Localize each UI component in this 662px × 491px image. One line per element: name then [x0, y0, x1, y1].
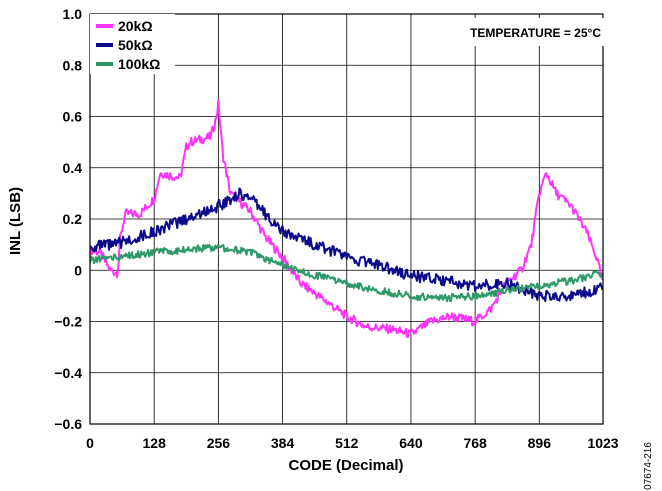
y-tick-label: −0.2 [54, 314, 82, 330]
grid-lines [90, 14, 603, 424]
series-line-0 [90, 100, 603, 337]
x-tick-label: 128 [143, 435, 167, 451]
y-tick-labels: 1.0 0.8 0.6 0.4 0.2 0 −0.2 −0.4 −0.6 [54, 6, 82, 432]
x-tick-label: 256 [207, 435, 231, 451]
y-axis-title: INL (LSB) [7, 187, 24, 255]
x-tick-label: 1023 [587, 435, 618, 451]
x-tick-label: 0 [86, 435, 94, 451]
y-tick-label: 0.2 [63, 211, 83, 227]
x-tick-label: 768 [463, 435, 487, 451]
series-layer [90, 100, 603, 337]
y-tick-label: 0.4 [63, 160, 83, 176]
y-tick-label: 0.8 [63, 57, 83, 73]
y-tick-label: 1.0 [63, 6, 83, 22]
y-tick-label: 0 [74, 262, 82, 278]
legend: 20kΩ 50kΩ 100kΩ [90, 14, 175, 74]
y-tick-label: 0.6 [63, 109, 83, 125]
x-tick-label: 384 [271, 435, 295, 451]
temperature-annotation: TEMPERATURE = 25°C [470, 26, 601, 40]
x-tick-labels: 0 128 256 384 512 640 768 896 1023 [86, 435, 619, 451]
x-axis-title: CODE (Decimal) [288, 457, 403, 474]
legend-label-0: 20kΩ [118, 18, 153, 34]
x-tick-label: 896 [528, 435, 552, 451]
x-tick-label: 512 [335, 435, 359, 451]
legend-label-1: 50kΩ [118, 37, 153, 53]
x-tick-label: 640 [399, 435, 423, 451]
y-tick-label: −0.4 [54, 365, 82, 381]
figure-id: 07674-216 [643, 442, 654, 490]
legend-label-2: 100kΩ [118, 56, 160, 72]
y-tick-label: −0.6 [54, 416, 82, 432]
